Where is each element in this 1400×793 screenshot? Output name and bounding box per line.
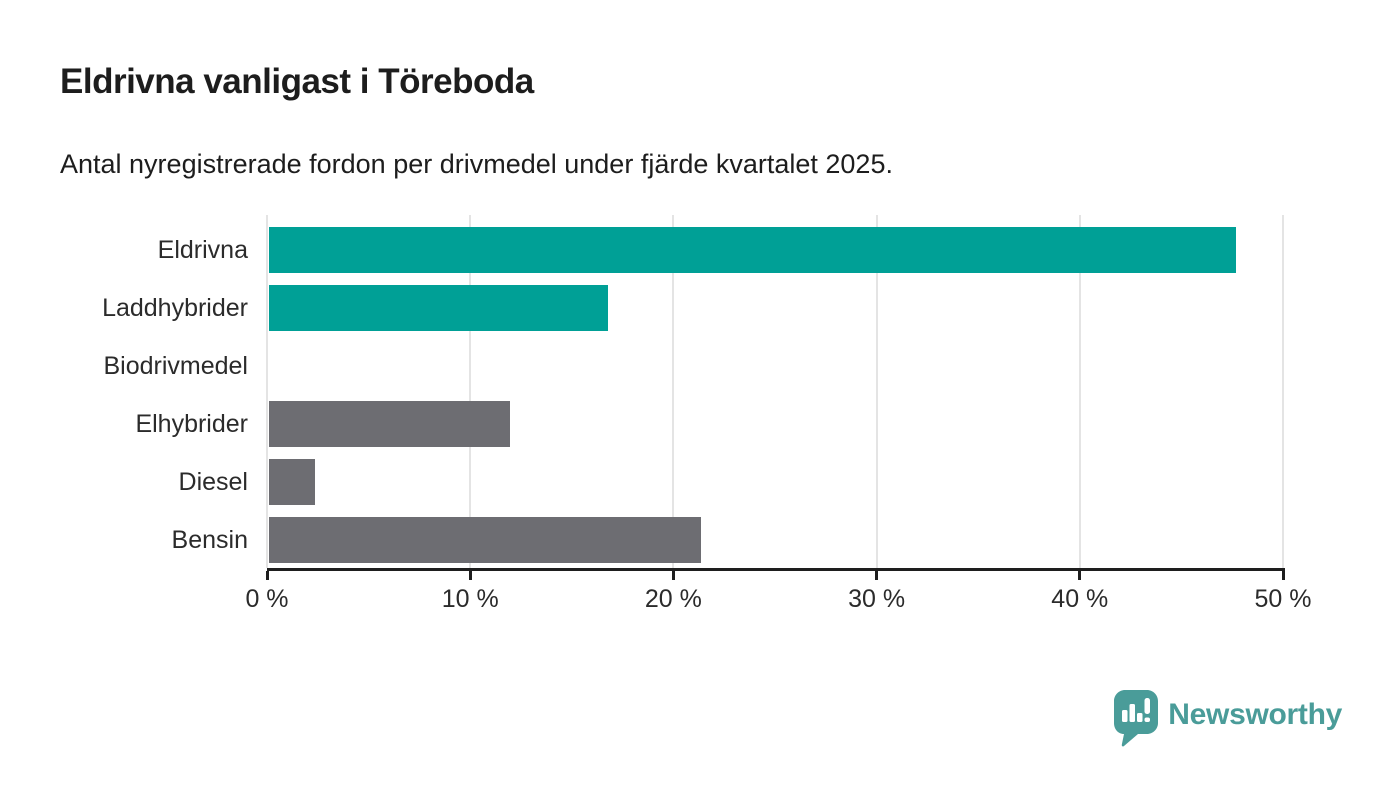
x-axis-tick-label: 40 % bbox=[1051, 585, 1109, 613]
x-axis-tick-label: 0 % bbox=[245, 585, 289, 613]
x-axis-tick bbox=[265, 571, 269, 580]
bar bbox=[268, 227, 1236, 273]
x-axis-tick-label: 50 % bbox=[1254, 585, 1312, 613]
x-axis-tick-label: 10 % bbox=[441, 585, 499, 613]
bar bbox=[268, 285, 608, 331]
bar bbox=[268, 459, 316, 505]
gridline bbox=[1282, 215, 1284, 568]
newsworthy-logo: Newsworthy bbox=[1114, 690, 1342, 747]
category-label: Diesel bbox=[178, 468, 248, 496]
x-axis-tick-label: 30 % bbox=[848, 585, 906, 613]
x-axis-tick bbox=[671, 571, 675, 580]
chart-title: Eldrivna vanligast i Töreboda bbox=[60, 62, 534, 101]
gridline bbox=[266, 215, 268, 568]
category-label: Eldrivna bbox=[157, 236, 248, 264]
category-label: Laddhybrider bbox=[102, 294, 248, 322]
chart-subtitle: Antal nyregistrerade fordon per drivmede… bbox=[60, 149, 893, 179]
newsworthy-wordmark: Newsworthy bbox=[1168, 697, 1342, 731]
x-axis-line bbox=[267, 568, 1285, 571]
gridline bbox=[469, 215, 472, 568]
x-axis-tick bbox=[1078, 571, 1082, 580]
gridline bbox=[672, 215, 675, 568]
category-label: Bensin bbox=[171, 526, 248, 554]
gridline bbox=[1078, 215, 1081, 568]
gridline bbox=[875, 215, 878, 568]
newsworthy-bubble-icon bbox=[1114, 690, 1159, 747]
x-axis-tick bbox=[1281, 571, 1285, 580]
category-label: Biodrivmedel bbox=[103, 352, 248, 380]
category-label: Elhybrider bbox=[135, 410, 248, 438]
x-axis-tick bbox=[875, 571, 879, 580]
bar bbox=[268, 401, 511, 447]
x-axis-tick bbox=[468, 571, 472, 580]
bar bbox=[268, 517, 702, 563]
x-axis-tick-label: 20 % bbox=[644, 585, 702, 613]
